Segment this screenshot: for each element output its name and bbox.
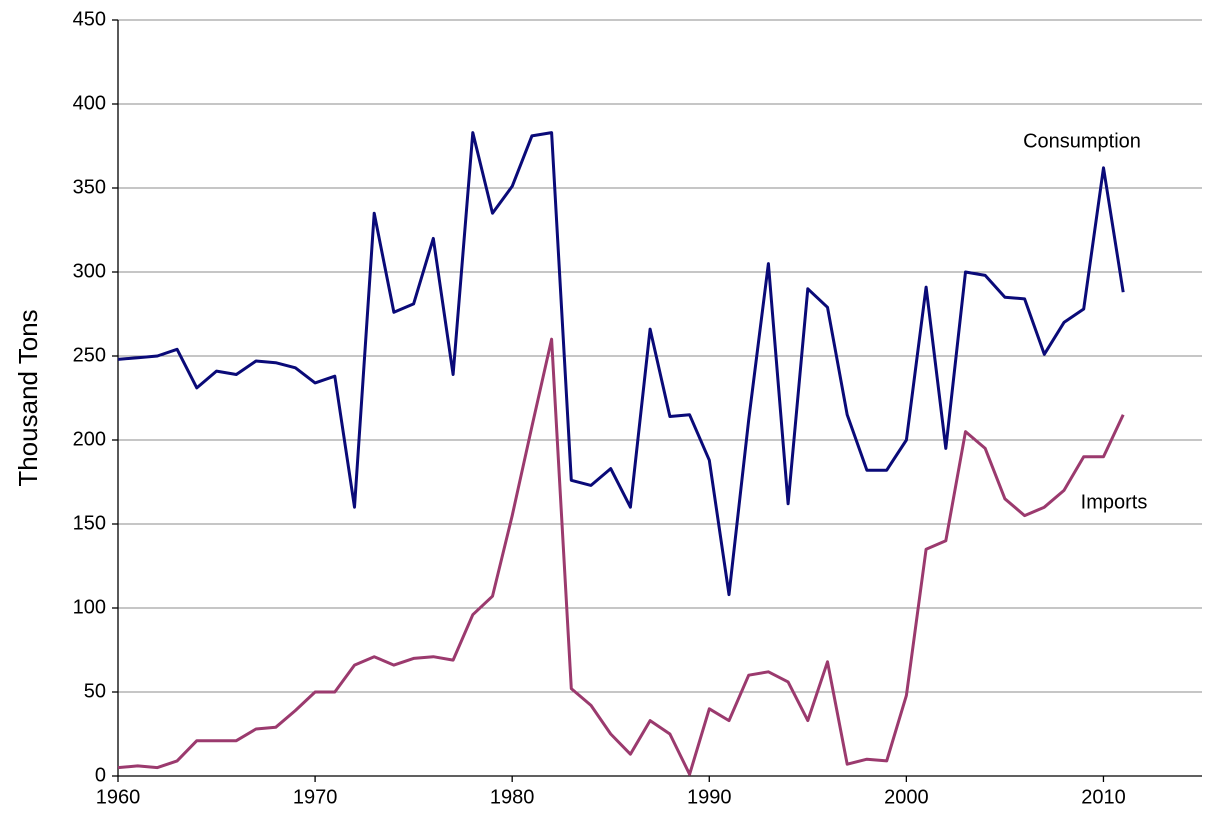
x-tick-label: 1990: [687, 786, 732, 808]
x-tick-label: 1980: [490, 786, 535, 808]
series-label: Imports: [1081, 491, 1148, 513]
y-tick-label: 100: [73, 596, 106, 618]
y-tick-label: 50: [84, 680, 106, 702]
series-label: Consumption: [1023, 130, 1141, 152]
line-series: [117, 131, 1125, 597]
y-axis-label: Thousand Tons: [13, 309, 43, 486]
line-series: [117, 337, 1125, 776]
y-tick-label: 300: [73, 260, 106, 282]
y-tick-label: 350: [73, 176, 106, 198]
y-tick-label: 450: [73, 8, 106, 30]
y-tick-label: 200: [73, 428, 106, 450]
x-tick-label: 2010: [1081, 786, 1126, 808]
x-tick-label: 1960: [96, 786, 141, 808]
y-tick-label: 400: [73, 92, 106, 114]
x-tick-label: 1970: [293, 786, 338, 808]
y-tick-label: 250: [73, 344, 106, 366]
x-tick-label: 2000: [884, 786, 929, 808]
y-tick-label: 0: [95, 764, 106, 786]
y-tick-label: 150: [73, 512, 106, 534]
